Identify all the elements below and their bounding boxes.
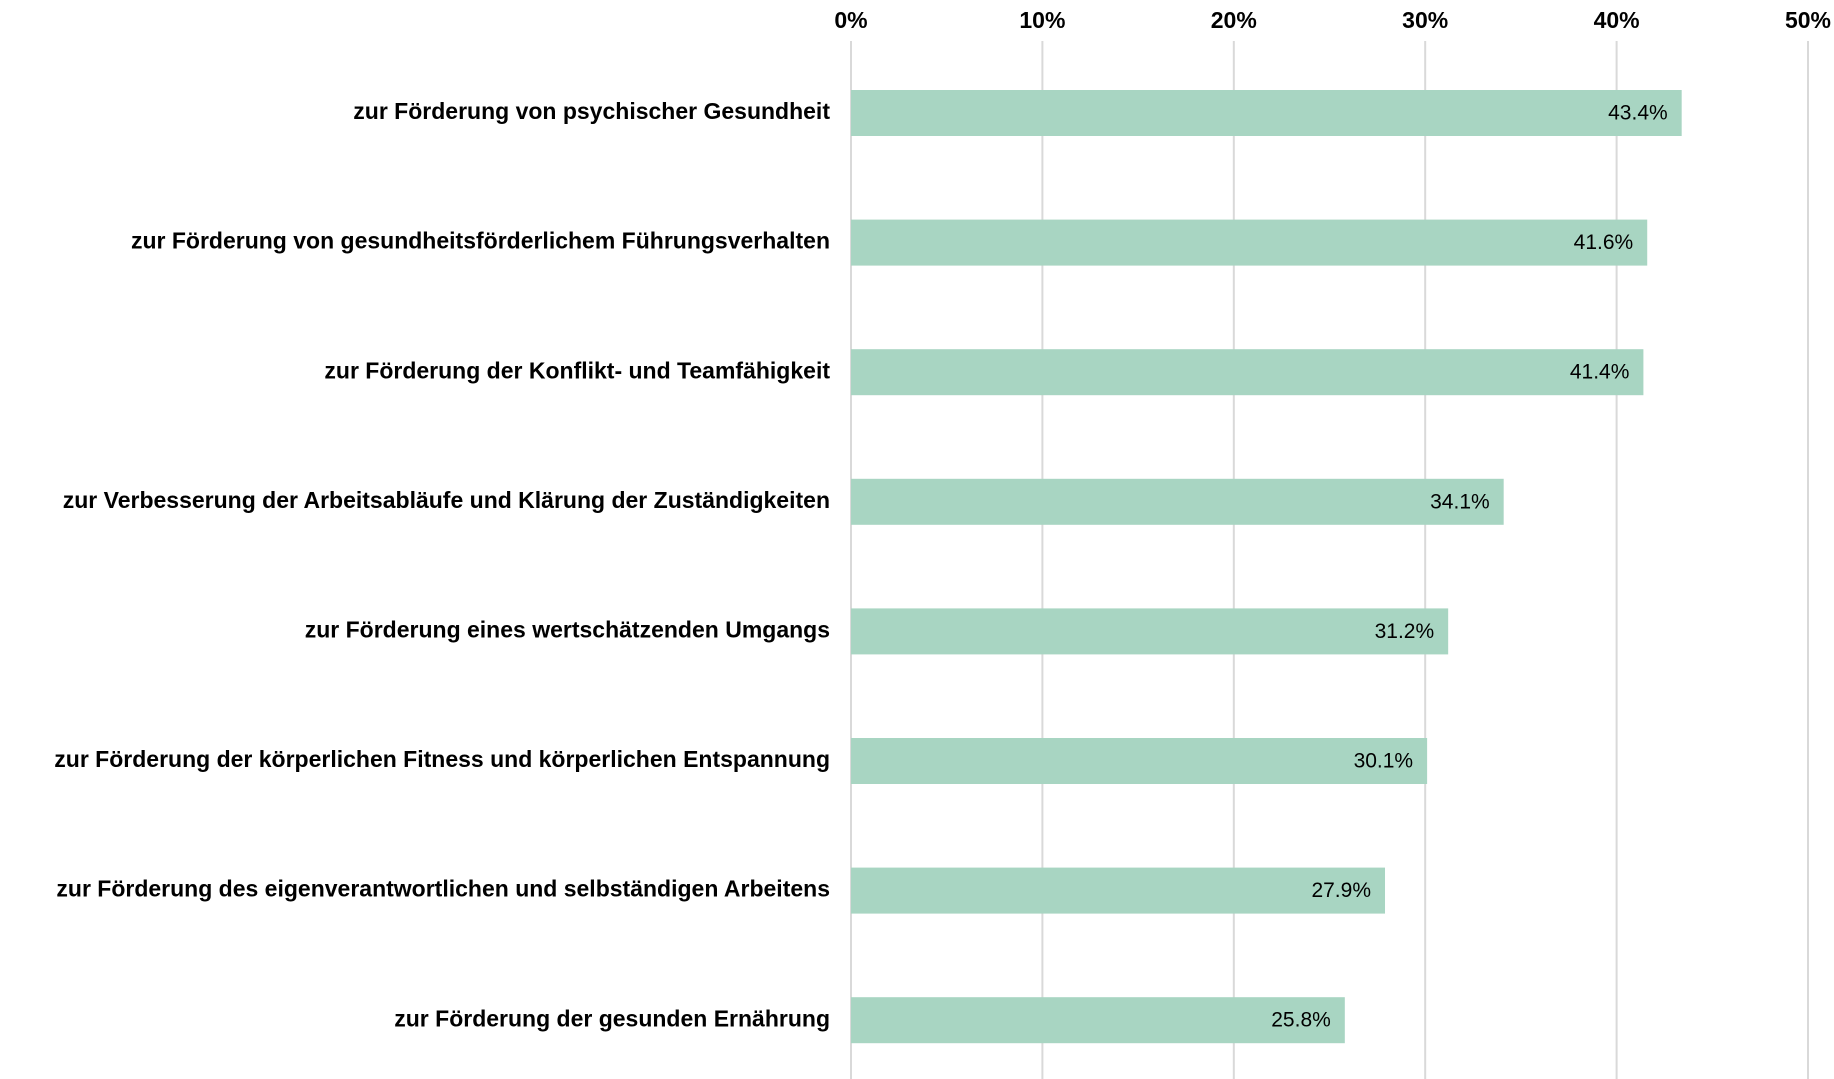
value-label: 41.6% [1574, 231, 1634, 254]
y-tick-label: zur Förderung eines wertschätzenden Umga… [305, 616, 830, 642]
y-tick-label: zur Förderung von psychischer Gesundheit [353, 98, 830, 124]
value-label: 34.1% [1430, 490, 1490, 513]
x-tick-label: 40% [1594, 7, 1640, 33]
x-tick-label: 20% [1211, 7, 1257, 33]
y-tick-label: zur Förderung der gesunden Ernährung [394, 1005, 830, 1031]
bar [851, 90, 1682, 136]
value-label: 31.2% [1375, 620, 1435, 643]
x-tick-label: 30% [1402, 7, 1448, 33]
y-tick-label: zur Förderung des eigenverantwortlichen … [56, 876, 830, 902]
value-label: 27.9% [1311, 879, 1371, 902]
bar [851, 349, 1644, 396]
value-label: 41.4% [1570, 361, 1630, 384]
y-tick-label: zur Förderung der körperlichen Fitness u… [54, 746, 830, 772]
value-label: 43.4% [1608, 102, 1668, 125]
value-label: 25.8% [1271, 1009, 1331, 1032]
bar [851, 219, 1648, 266]
y-tick-label: zur Förderung von gesundheitsförderliche… [131, 228, 830, 254]
x-tick-label: 50% [1785, 7, 1831, 33]
value-label: 30.1% [1354, 750, 1414, 773]
y-tick-label: zur Verbesserung der Arbeitsabläufe und … [63, 487, 830, 513]
bar [851, 997, 1345, 1044]
x-tick-label: 0% [834, 7, 867, 33]
x-tick-label: 10% [1019, 7, 1065, 33]
bar [851, 608, 1449, 655]
y-tick-label: zur Förderung der Konflikt- und Teamfähi… [324, 357, 830, 383]
bar [851, 738, 1428, 784]
bar [851, 867, 1386, 914]
bar [851, 478, 1504, 525]
